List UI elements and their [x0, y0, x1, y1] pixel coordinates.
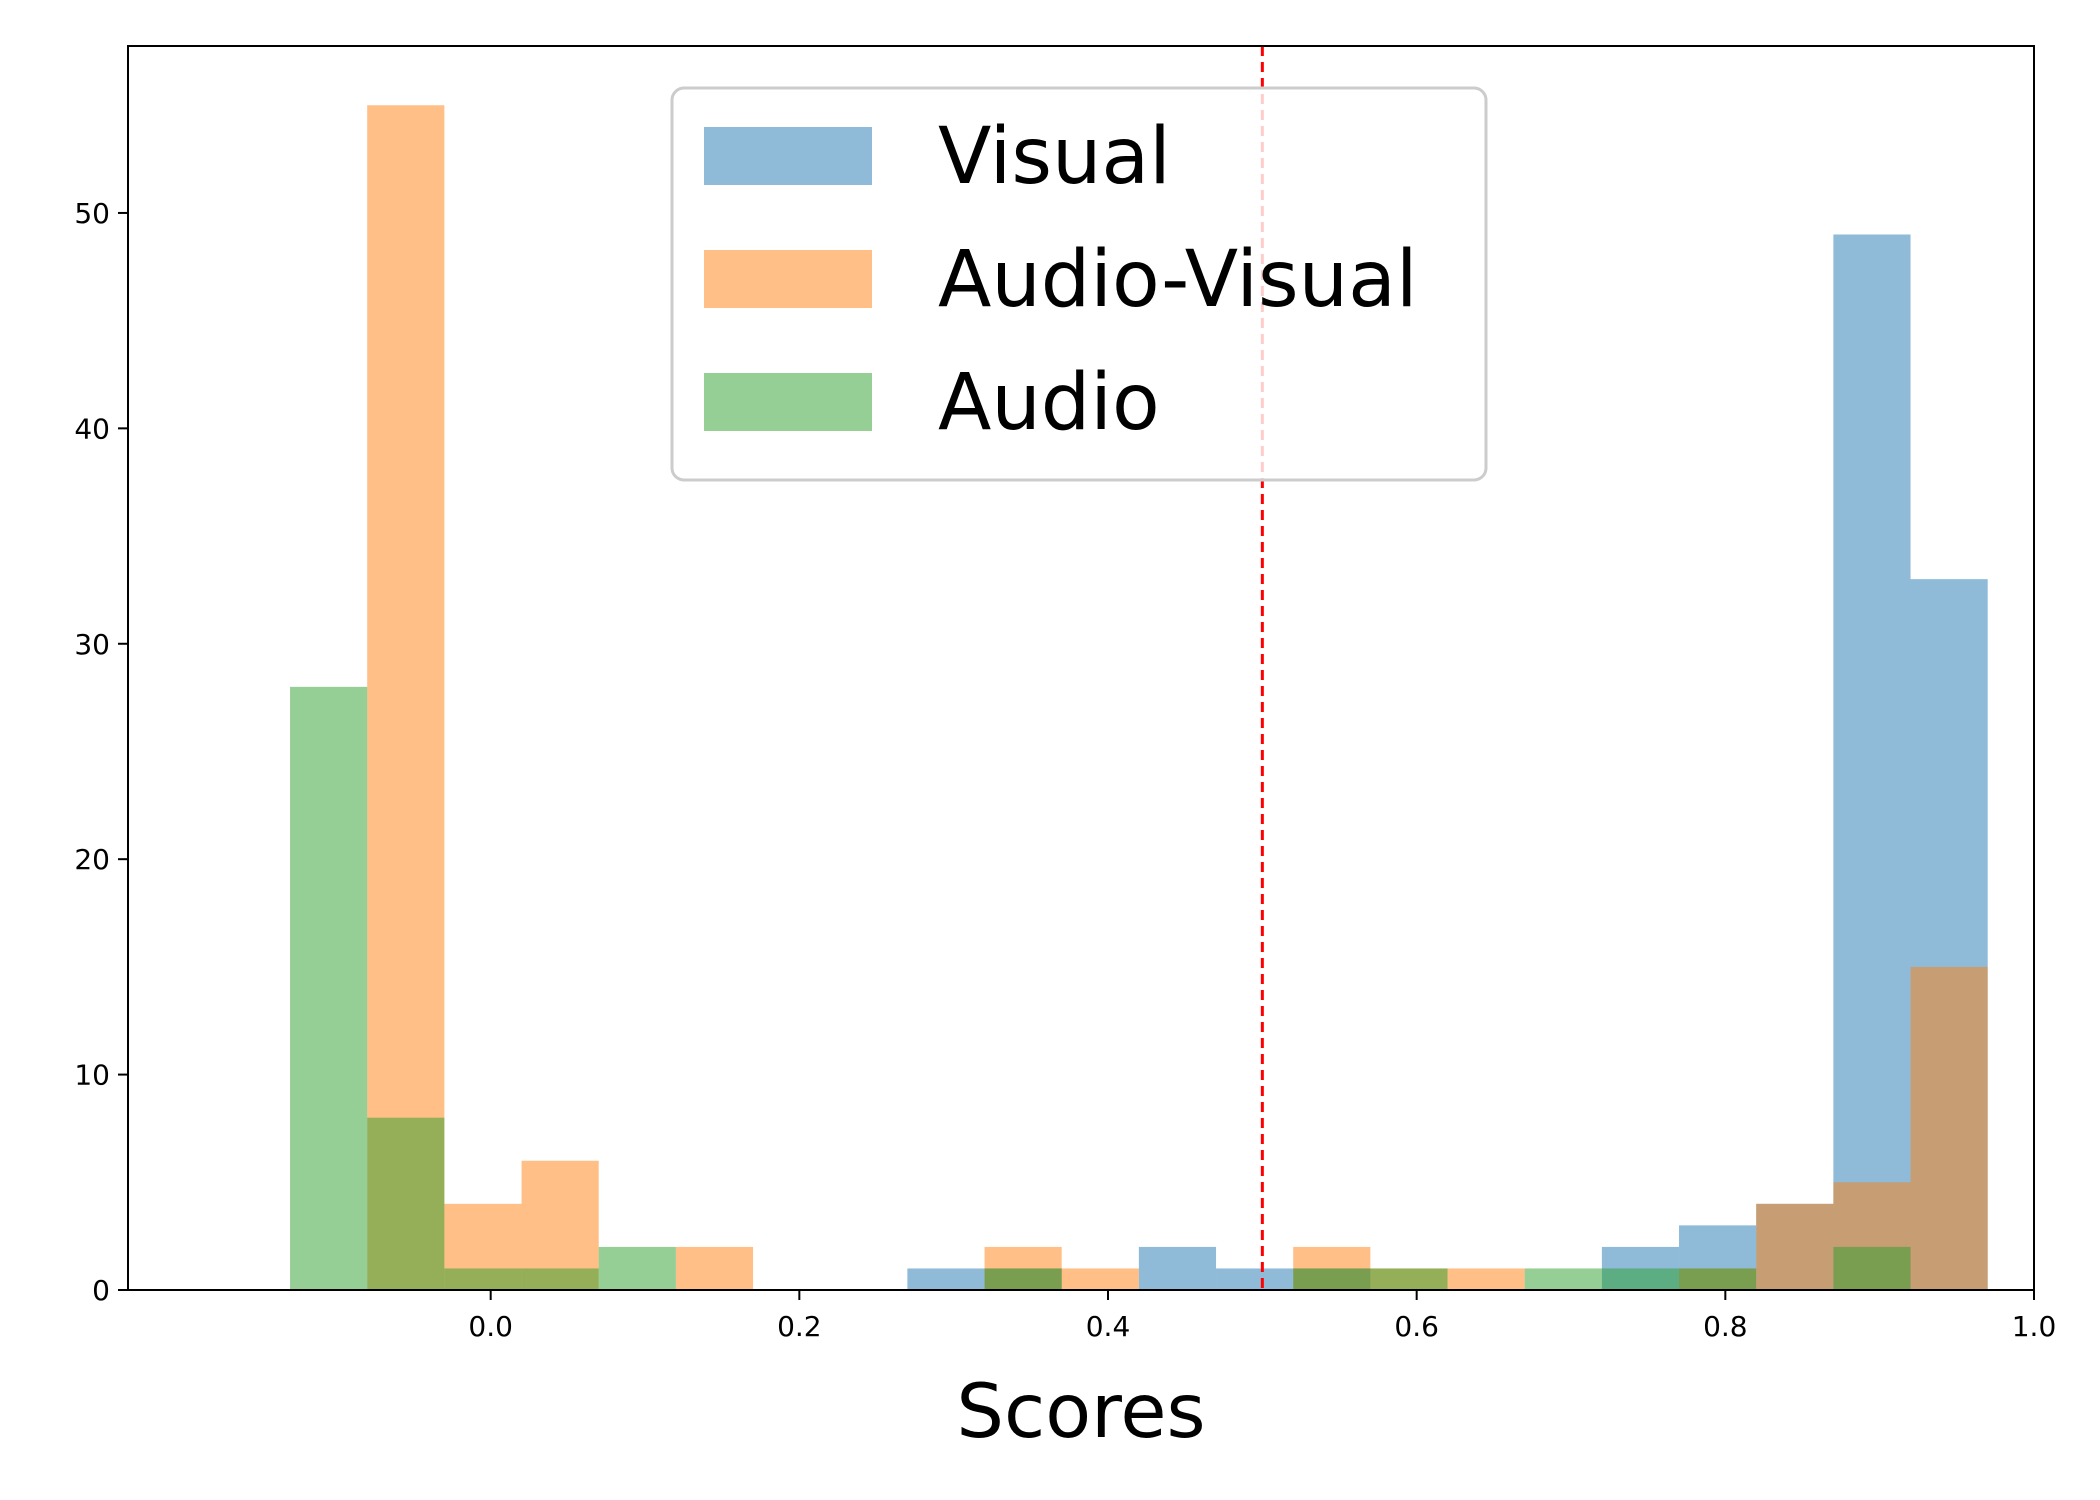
y-tick-label: 40 — [74, 412, 110, 445]
bar-audio-13 — [1293, 1268, 1371, 1290]
legend-label-visual: Visual — [938, 112, 1171, 202]
bar-audio-14 — [1370, 1268, 1448, 1290]
legend-items: Visual Audio-Visual Audio — [704, 112, 1418, 448]
bar-audio-visual-10 — [1061, 1268, 1139, 1290]
y-tick-label: 0 — [92, 1274, 110, 1307]
bar-audio-visual-5 — [675, 1246, 754, 1290]
legend-swatch-audio — [704, 373, 872, 431]
x-tick-label: 0.2 — [777, 1310, 822, 1343]
bar-audio-3 — [521, 1268, 599, 1290]
bar-audio-0 — [290, 686, 368, 1290]
x-tick-label: 0.8 — [1703, 1310, 1748, 1343]
bar-visual-20 — [1833, 234, 1911, 1290]
legend-box — [670, 86, 1488, 482]
bar-audio-2 — [444, 1268, 522, 1290]
bar-audio-visual-15 — [1447, 1268, 1525, 1290]
histogram-bars — [290, 105, 1988, 1291]
bar-audio-visual-19 — [1756, 1203, 1834, 1290]
legend-label-audio: Audio — [938, 358, 1160, 448]
bar-audio-18 — [1679, 1268, 1757, 1290]
bar-visual-8 — [907, 1268, 985, 1290]
bar-audio-1 — [367, 1117, 445, 1290]
bar-audio-20 — [1833, 1246, 1911, 1290]
legend: Visual Audio-Visual Audio — [670, 86, 1488, 482]
y-tick-label: 20 — [74, 843, 110, 876]
x-tick-label: 0.6 — [1394, 1310, 1439, 1343]
x-axis-ticks: 0.0 0.2 0.4 0.6 0.8 1.0 — [468, 1290, 2056, 1343]
bar-audio-17 — [1601, 1268, 1680, 1290]
x-tick-label: 1.0 — [2012, 1310, 2057, 1343]
legend-swatch-visual — [704, 127, 872, 185]
y-axis-ticks: 0 10 20 30 40 50 — [74, 197, 128, 1307]
y-tick-label: 30 — [74, 628, 110, 661]
legend-swatch-audio-visual — [704, 250, 872, 308]
bar-audio-16 — [1524, 1268, 1602, 1290]
bar-audio-visual-1 — [367, 105, 445, 1291]
bar-visual-11 — [1138, 1246, 1217, 1290]
bar-audio-4 — [598, 1246, 676, 1290]
bar-audio-visual-21 — [1910, 966, 1988, 1290]
plot-frame — [127, 45, 2035, 1291]
x-axis-label: Scores — [956, 1367, 1205, 1455]
x-tick-label: 0.4 — [1086, 1310, 1131, 1343]
bar-audio-9 — [984, 1268, 1062, 1290]
y-tick-label: 50 — [74, 197, 110, 230]
bar-visual-12 — [1216, 1268, 1294, 1290]
x-tick-label: 0.0 — [468, 1310, 513, 1343]
y-tick-label: 10 — [74, 1059, 110, 1092]
legend-label-audio-visual: Audio-Visual — [938, 235, 1418, 325]
